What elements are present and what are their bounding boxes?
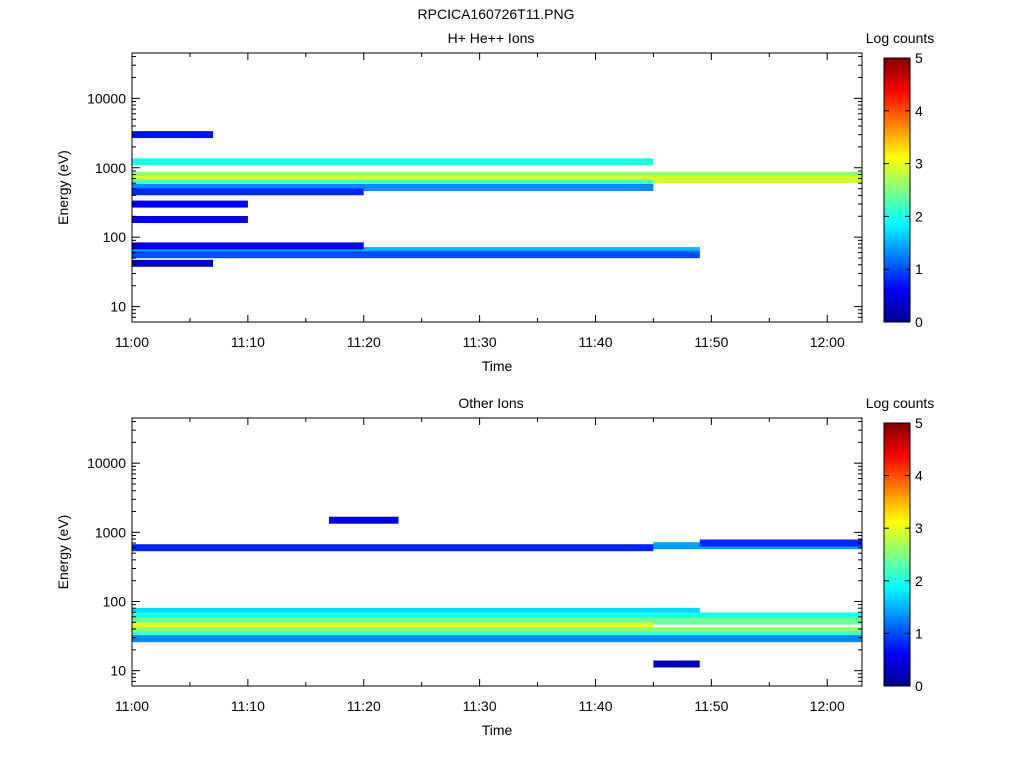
y-axis-label: Energy (eV) bbox=[55, 150, 71, 225]
colorbar-tick-label: 0 bbox=[915, 678, 923, 694]
y-tick-label: 10 bbox=[110, 663, 126, 679]
x-tick-label: 12:00 bbox=[810, 698, 845, 714]
x-axis: 11:00 11:10 11:20 11:30 11:40 11:50 12:00 Time bbox=[115, 418, 845, 738]
colorbar-tick-label: 5 bbox=[915, 50, 923, 66]
colorbar-tick-label: 4 bbox=[915, 468, 923, 484]
y-tick-label: 100 bbox=[103, 593, 127, 609]
panel-title: H+ He++ Ions bbox=[448, 30, 535, 46]
heatmap-cell bbox=[132, 158, 654, 166]
x-tick-label: 12:00 bbox=[810, 334, 845, 350]
heatmap-cell bbox=[132, 251, 700, 259]
heatmap-cell bbox=[132, 544, 654, 552]
y-tick-label: 1000 bbox=[95, 160, 126, 176]
colorbar-gradient bbox=[883, 57, 911, 323]
heatmap-cell bbox=[132, 612, 862, 620]
heatmap-cell bbox=[132, 179, 654, 187]
x-tick-label: 11:20 bbox=[347, 334, 381, 350]
plot-frame bbox=[131, 417, 863, 687]
panel-h-he-ions: 11:00 11:10 11:20 11:30 11:40 11:50 12:00Time1… bbox=[55, 30, 934, 374]
colorbar-label: Log counts bbox=[866, 30, 935, 46]
heatmap-cell bbox=[132, 175, 862, 183]
heatmap-cell bbox=[132, 607, 700, 615]
heatmap-cells bbox=[132, 131, 862, 267]
panel-title: Other Ions bbox=[458, 395, 523, 411]
heatmap-cell bbox=[132, 622, 654, 630]
x-axis-label: Time bbox=[482, 358, 513, 374]
y-axis: 10 100 1000 10000 Energy (eV) bbox=[55, 56, 862, 323]
x-tick-label: 11:50 bbox=[694, 334, 728, 350]
heatmap-cell bbox=[653, 660, 700, 668]
x-tick-label: 11:40 bbox=[578, 698, 612, 714]
x-tick-label: 11:00 bbox=[115, 334, 149, 350]
heatmap-cells bbox=[132, 516, 862, 668]
heatmap-cell bbox=[132, 216, 248, 223]
x-axis-label: Time bbox=[482, 722, 513, 738]
y-tick-label: 100 bbox=[103, 229, 127, 245]
heatmap-cell bbox=[132, 200, 248, 208]
y-tick-label: 10000 bbox=[87, 455, 126, 471]
colorbar-tick-label: 3 bbox=[915, 156, 923, 172]
x-tick-label: 11:10 bbox=[231, 698, 265, 714]
heatmap-cell bbox=[132, 184, 654, 191]
colorbar-tick-label: 2 bbox=[915, 208, 923, 224]
colorbar-tick-label: 1 bbox=[915, 261, 923, 277]
y-tick-label: 10000 bbox=[87, 90, 126, 106]
heatmap-cell bbox=[132, 617, 862, 625]
heatmap-cell bbox=[132, 247, 700, 255]
x-tick-label: 11:10 bbox=[231, 334, 265, 350]
heatmap-cell bbox=[329, 516, 399, 524]
colorbar: 0 1 2 3 4 5 Log counts bbox=[866, 30, 935, 330]
heatmap-cell bbox=[132, 171, 862, 179]
heatmap-cell bbox=[132, 635, 862, 643]
colorbar-gradient bbox=[883, 422, 911, 687]
x-tick-label: 11:00 bbox=[115, 698, 149, 714]
colorbar-tick-label: 4 bbox=[915, 103, 923, 119]
colorbar-tick-label: 0 bbox=[915, 314, 923, 330]
y-axis-label: Energy (eV) bbox=[55, 515, 71, 590]
colorbar-tick-label: 3 bbox=[915, 520, 923, 536]
x-tick-label: 11:30 bbox=[463, 334, 497, 350]
colorbar-tick-label: 2 bbox=[915, 573, 923, 589]
heatmap-cell bbox=[132, 259, 214, 267]
colorbar-tick-label: 1 bbox=[915, 625, 923, 641]
x-axis: 11:00 11:10 11:20 11:30 11:40 11:50 12:00 Time bbox=[115, 53, 845, 374]
colorbar: 0 1 2 3 4 5 Log counts bbox=[866, 395, 935, 694]
heatmap-cell bbox=[699, 539, 862, 547]
heatmap-cell bbox=[132, 131, 214, 139]
x-tick-label: 11:30 bbox=[463, 698, 497, 714]
heatmap-cell bbox=[132, 242, 364, 250]
x-tick-label: 11:50 bbox=[694, 698, 728, 714]
heatmap-cell bbox=[132, 627, 862, 635]
plot-frame bbox=[131, 52, 863, 323]
y-tick-label: 1000 bbox=[95, 524, 126, 540]
heatmap-cell bbox=[132, 631, 862, 639]
panel-other-ions: 11:00 11:10 11:20 11:30 11:40 11:50 12:00Time1… bbox=[55, 395, 934, 738]
colorbar-label: Log counts bbox=[866, 395, 935, 411]
y-tick-label: 10 bbox=[110, 299, 126, 315]
y-axis: 10 100 1000 10000 Energy (eV) bbox=[55, 421, 862, 687]
figure-title: RPCICA160726T11.PNG bbox=[418, 6, 575, 22]
x-tick-label: 11:40 bbox=[578, 334, 612, 350]
heatmap-cell bbox=[132, 188, 364, 196]
x-tick-label: 11:20 bbox=[347, 698, 381, 714]
colorbar-tick-label: 5 bbox=[915, 415, 923, 431]
